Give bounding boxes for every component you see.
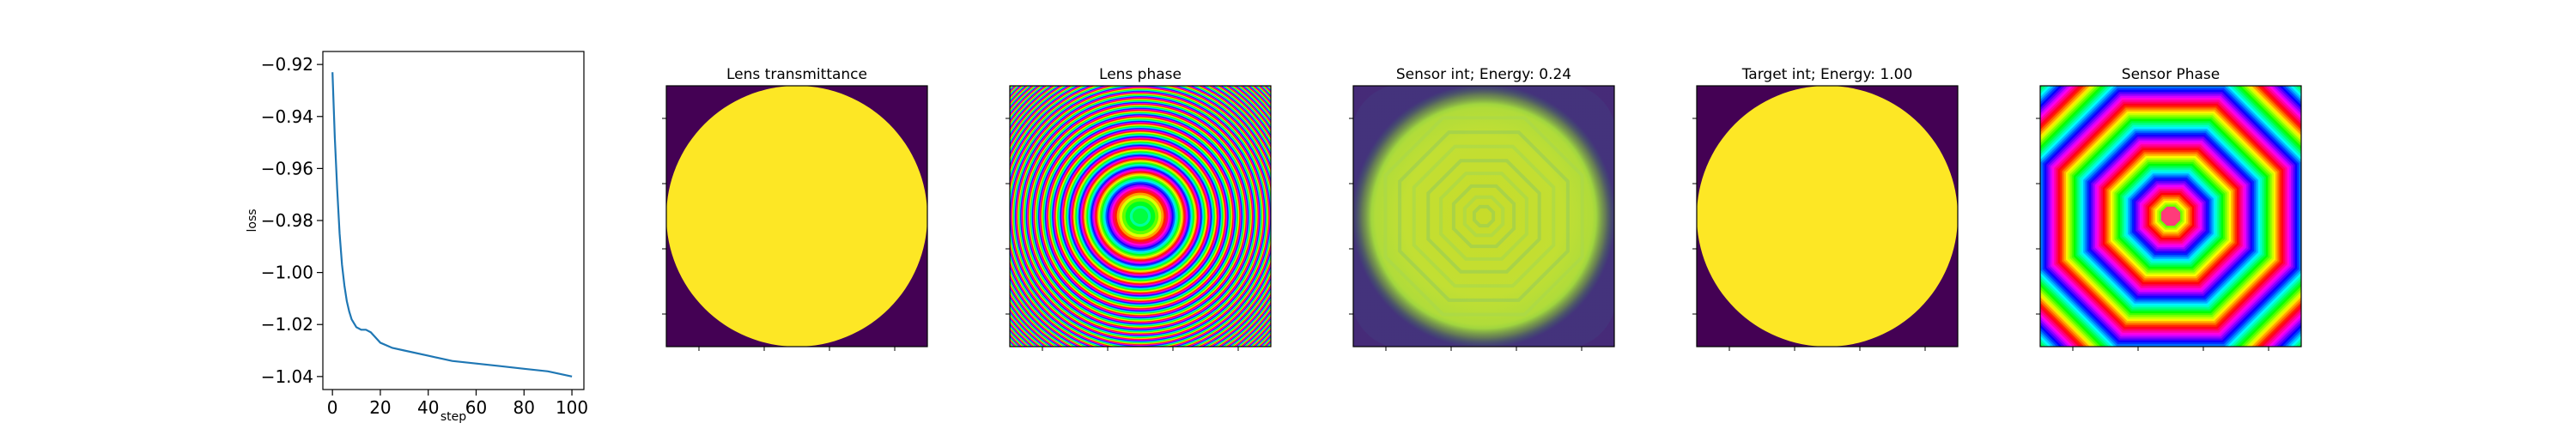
loss-x-tick-label: 100 [556, 397, 588, 418]
loss-x-tick-label: 40 [417, 397, 439, 418]
image-tick-marks [1692, 118, 1926, 351]
loss-y-tick-label: −0.94 [261, 106, 313, 127]
lens-transmittance-disk [666, 86, 927, 347]
sensor-intensity-title: Sensor int; Energy: 0.24 [1396, 66, 1571, 83]
sensor-intensity-panel: Sensor int; Energy: 0.24 [1349, 66, 1615, 351]
loss-x-tick-label: 80 [513, 397, 535, 418]
image-tick-marks [2036, 118, 2269, 351]
loss-y-tick-label: −1.04 [261, 366, 313, 387]
image-tick-marks [662, 118, 896, 351]
sensor-phase-title: Sensor Phase [2122, 66, 2220, 83]
target-intensity-panel: Target int; Energy: 1.00 [1692, 66, 1959, 351]
loss-y-tick-label: −0.92 [261, 54, 313, 75]
loss-chart: −0.92 −0.94 −0.96 −0.98 −1.00 −1.02 −1.04 0 20 4… [246, 51, 588, 424]
sensor-intensity-frame [1352, 85, 1615, 347]
loss-y-tick-label: −0.98 [261, 210, 313, 231]
loss-x-tick-label: 60 [465, 397, 487, 418]
loss-x-axis-label: step [440, 410, 466, 424]
sensor-phase-frame [2039, 85, 2302, 347]
loss-x-tick-label: 0 [327, 397, 338, 418]
loss-x-ticks: 0 20 40 60 80 100 [327, 390, 588, 418]
lens-transmittance-panel: Lens transmittance [662, 66, 928, 351]
lens-phase-center [1133, 208, 1148, 224]
loss-y-tick-label: −1.02 [261, 314, 313, 335]
loss-series-line [331, 72, 573, 378]
image-tick-marks [1349, 118, 1583, 351]
sensor-phase-panel: Sensor Phase [2036, 66, 2302, 351]
loss-plot-area [322, 51, 585, 390]
lens-transmittance-title: Lens transmittance [726, 66, 867, 83]
sensor-intensity-vignette [1353, 86, 1614, 347]
loss-y-axis-label: loss [246, 208, 259, 232]
image-tick-marks [1005, 118, 1239, 351]
sensor-phase-center [2160, 206, 2181, 227]
lens-transmittance-frame [665, 85, 928, 347]
target-intensity-disk [1697, 86, 1958, 347]
loss-y-tick-label: −0.96 [261, 158, 313, 178]
sensor-intensity-rings [1353, 86, 1614, 347]
lens-phase-rings [1010, 86, 1271, 347]
loss-x-tick-label: 20 [369, 397, 391, 418]
lens-phase-frame [1009, 85, 1272, 347]
loss-y-ticks: −0.92 −0.94 −0.96 −0.98 −1.00 −1.02 −1.04 [261, 54, 323, 387]
sensor-phase-rings [2040, 86, 2301, 347]
lens-phase-title: Lens phase [1099, 66, 1182, 83]
lens-phase-panel: Lens phase [1005, 66, 1272, 351]
target-intensity-frame [1696, 85, 1959, 347]
loss-y-tick-label: −1.00 [261, 263, 313, 283]
target-intensity-title: Target int; Energy: 1.00 [1741, 66, 1913, 83]
